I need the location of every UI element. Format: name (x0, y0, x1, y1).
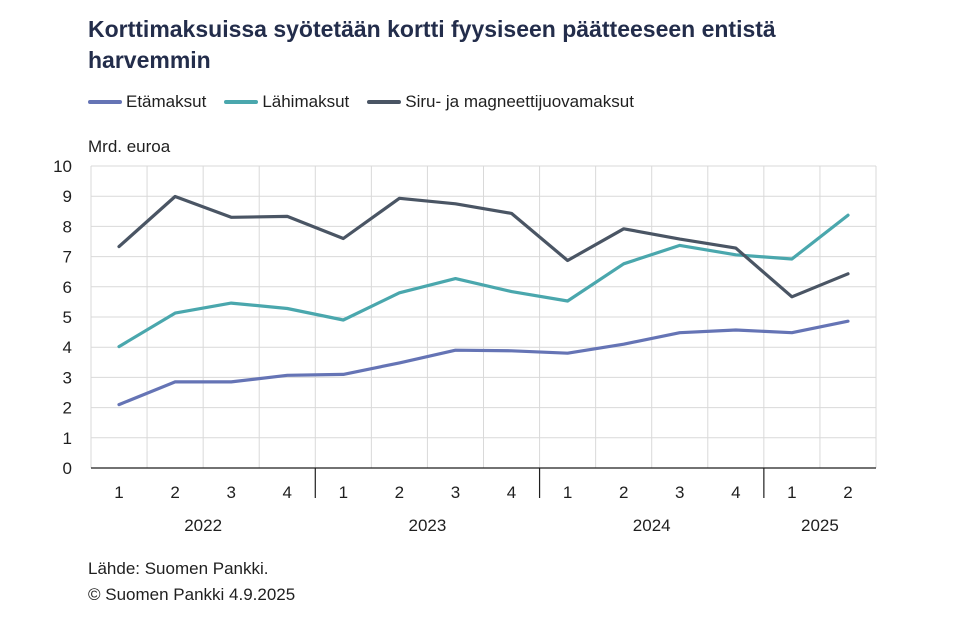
year-label: 2024 (633, 516, 671, 535)
series-line-etamaksut (117, 319, 850, 407)
x-tick-label: 2 (843, 483, 852, 502)
y-tick-label: 3 (63, 368, 72, 387)
x-tick-label: 4 (283, 483, 292, 502)
y-tick-label: 1 (63, 429, 72, 448)
chart-legend: Etämaksut Lähimaksut Siru- ja magneettij… (88, 92, 652, 112)
x-tick-label: 4 (731, 483, 740, 502)
series-line-lahimaksut (117, 213, 850, 349)
legend-swatch-etamaksut (88, 100, 122, 104)
legend-swatch-siru (367, 100, 402, 104)
x-tick-label: 2 (395, 483, 404, 502)
x-tick-label: 3 (451, 483, 460, 502)
x-tick-label: 1 (114, 483, 123, 502)
legend-label-lahimaksut: Lähimaksut (262, 92, 350, 111)
legend-item-etamaksut: Etämaksut (88, 92, 206, 112)
y-tick-label: 7 (63, 248, 72, 267)
y-tick-label: 0 (63, 459, 72, 478)
x-tick-label: 1 (563, 483, 572, 502)
legend-label-etamaksut: Etämaksut (126, 92, 207, 111)
x-tick-label: 3 (675, 483, 684, 502)
y-tick-label: 9 (63, 187, 72, 206)
copyright-note: © Suomen Pankki 4.9.2025 (88, 585, 296, 604)
chart-footer: Lähde: Suomen Pankki. © Suomen Pankki 4.… (88, 556, 295, 608)
y-tick-label: 4 (63, 338, 72, 357)
legend-label-siru: Siru- ja magneettijuovamaksut (405, 92, 634, 111)
chart-title: Korttimaksuissa syötetään kortti fyysise… (88, 16, 776, 73)
series-line-siru (117, 194, 850, 299)
legend-swatch-lahimaksut (224, 100, 259, 104)
y-tick-label: 10 (53, 157, 72, 176)
source-note: Lähde: Suomen Pankki. (88, 559, 269, 578)
y-axis-unit-label: Mrd. euroa (88, 137, 171, 156)
y-tick-label: 6 (63, 278, 72, 297)
x-tick-label: 2 (170, 483, 179, 502)
year-label: 2022 (184, 516, 222, 535)
x-tick-label: 2 (619, 483, 628, 502)
year-label: 2025 (801, 516, 839, 535)
x-tick-label: 4 (507, 483, 516, 502)
year-label: 2023 (409, 516, 447, 535)
legend-item-siru: Siru- ja magneettijuovamaksut (367, 92, 634, 112)
y-tick-label: 2 (63, 399, 72, 418)
legend-item-lahimaksut: Lähimaksut (224, 92, 349, 112)
x-tick-label: 3 (226, 483, 235, 502)
y-tick-label: 5 (63, 308, 72, 327)
y-tick-label: 8 (63, 217, 72, 236)
x-tick-label: 1 (339, 483, 348, 502)
x-tick-label: 1 (787, 483, 796, 502)
